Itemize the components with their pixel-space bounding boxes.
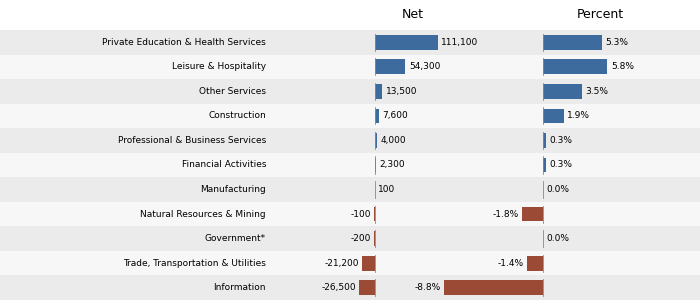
Bar bbox=[527, 256, 542, 271]
Text: -1.8%: -1.8% bbox=[493, 210, 519, 219]
Bar bbox=[0, 153, 700, 177]
Bar bbox=[374, 35, 438, 50]
Text: 0.0%: 0.0% bbox=[546, 185, 569, 194]
Text: Net: Net bbox=[402, 8, 424, 22]
Bar bbox=[444, 280, 542, 295]
Text: -8.8%: -8.8% bbox=[414, 283, 440, 292]
Bar bbox=[542, 133, 546, 148]
Bar bbox=[542, 158, 546, 172]
Text: Construction: Construction bbox=[209, 111, 266, 120]
Text: -100: -100 bbox=[351, 210, 371, 219]
Bar bbox=[522, 207, 543, 221]
Bar bbox=[0, 275, 700, 300]
Text: -200: -200 bbox=[351, 234, 371, 243]
Text: 3.5%: 3.5% bbox=[585, 87, 608, 96]
Text: 7,600: 7,600 bbox=[382, 111, 408, 120]
Bar bbox=[0, 251, 700, 275]
Bar bbox=[542, 84, 582, 99]
Text: 1.9%: 1.9% bbox=[567, 111, 590, 120]
Bar bbox=[0, 202, 700, 226]
Bar bbox=[0, 103, 700, 128]
Text: 13,500: 13,500 bbox=[386, 87, 417, 96]
Text: Leisure & Hospitality: Leisure & Hospitality bbox=[172, 62, 266, 71]
Text: Professional & Business Services: Professional & Business Services bbox=[118, 136, 266, 145]
Bar bbox=[542, 35, 602, 50]
Text: -1.4%: -1.4% bbox=[497, 259, 524, 268]
Text: 0.3%: 0.3% bbox=[550, 136, 573, 145]
Bar bbox=[374, 84, 382, 99]
Text: -26,500: -26,500 bbox=[321, 283, 356, 292]
Bar bbox=[0, 177, 700, 202]
Text: Information: Information bbox=[214, 283, 266, 292]
Bar bbox=[542, 59, 608, 74]
Bar bbox=[0, 226, 700, 251]
Text: Percent: Percent bbox=[577, 8, 624, 22]
Text: Private Education & Health Services: Private Education & Health Services bbox=[102, 38, 266, 47]
Bar bbox=[363, 256, 375, 271]
Text: Government*: Government* bbox=[205, 234, 266, 243]
Text: 100: 100 bbox=[378, 185, 395, 194]
Text: 2,300: 2,300 bbox=[379, 160, 405, 169]
Text: 5.8%: 5.8% bbox=[611, 62, 634, 71]
Bar bbox=[360, 280, 374, 295]
Text: 5.3%: 5.3% bbox=[606, 38, 629, 47]
Bar bbox=[0, 55, 700, 79]
Bar bbox=[542, 109, 564, 123]
Bar bbox=[374, 158, 376, 172]
Text: 54,300: 54,300 bbox=[409, 62, 440, 71]
Bar bbox=[374, 133, 377, 148]
Text: Trade, Transportation & Utilities: Trade, Transportation & Utilities bbox=[123, 259, 266, 268]
Bar bbox=[374, 59, 405, 74]
Bar bbox=[0, 128, 700, 153]
Text: 0.0%: 0.0% bbox=[546, 234, 569, 243]
Text: 4,000: 4,000 bbox=[380, 136, 406, 145]
Text: 111,100: 111,100 bbox=[441, 38, 478, 47]
Text: Other Services: Other Services bbox=[199, 87, 266, 96]
Bar bbox=[0, 30, 700, 55]
Text: 0.3%: 0.3% bbox=[550, 160, 573, 169]
Bar bbox=[0, 79, 700, 104]
Text: -21,200: -21,200 bbox=[325, 259, 359, 268]
Bar bbox=[374, 109, 379, 123]
Text: Financial Activities: Financial Activities bbox=[181, 160, 266, 169]
Text: Natural Resources & Mining: Natural Resources & Mining bbox=[141, 210, 266, 219]
Text: Manufacturing: Manufacturing bbox=[200, 185, 266, 194]
